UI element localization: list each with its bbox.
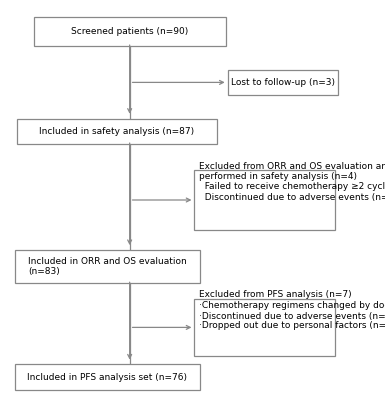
- Text: Included in PFS analysis set (n=76): Included in PFS analysis set (n=76): [27, 373, 187, 382]
- FancyBboxPatch shape: [194, 170, 335, 230]
- Text: Included in safety analysis (n=87): Included in safety analysis (n=87): [39, 127, 194, 136]
- FancyBboxPatch shape: [17, 119, 216, 144]
- FancyBboxPatch shape: [194, 299, 335, 356]
- Text: Included in ORR and OS evaluation
(n=83): Included in ORR and OS evaluation (n=83): [28, 257, 187, 276]
- Text: Excluded from PFS analysis (n=7)
·Chemotherapy regimens changed by doctors (n=5）: Excluded from PFS analysis (n=7) ·Chemot…: [199, 290, 385, 330]
- Text: Excluded from ORR and OS evaluation and only
performed in safety analysis (n=4)
: Excluded from ORR and OS evaluation and …: [199, 162, 385, 202]
- FancyBboxPatch shape: [228, 70, 338, 95]
- FancyBboxPatch shape: [15, 250, 200, 283]
- Text: Screened patients (n=90): Screened patients (n=90): [71, 27, 188, 36]
- FancyBboxPatch shape: [15, 364, 200, 390]
- Text: Lost to follow-up (n=3): Lost to follow-up (n=3): [231, 78, 335, 87]
- FancyBboxPatch shape: [33, 17, 226, 46]
